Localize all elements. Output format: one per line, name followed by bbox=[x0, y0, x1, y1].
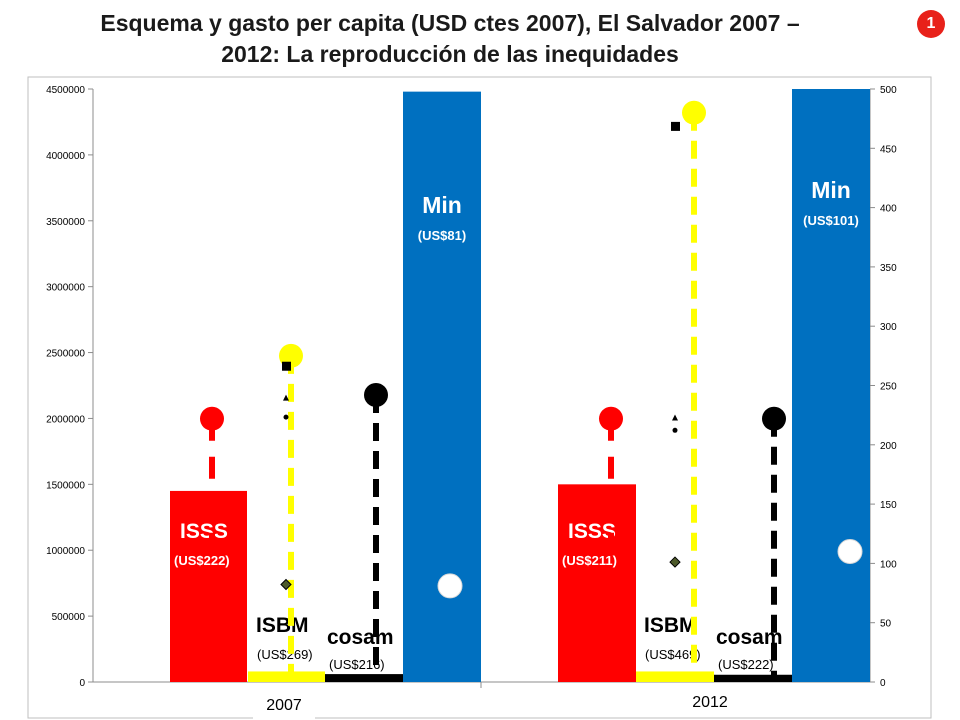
left-axis-tick-label: 2500000 bbox=[46, 349, 85, 360]
left-axis-tick-label: 4500000 bbox=[46, 85, 85, 96]
bar-sublabel-min: (US$101) bbox=[803, 213, 859, 228]
right-axis-tick-label: 150 bbox=[880, 500, 897, 511]
bar-label-isss: ISSS bbox=[568, 520, 616, 543]
marker-square bbox=[671, 121, 680, 131]
marker-dot bbox=[672, 427, 678, 433]
right-axis-tick-label: 50 bbox=[880, 619, 892, 630]
bar-label-min: Min bbox=[811, 177, 851, 203]
marker-dot bbox=[283, 414, 289, 420]
bar-label-cosam: cosam bbox=[716, 626, 783, 649]
pin-head-cosam-2012 bbox=[762, 406, 786, 431]
right-axis-tick-label: 400 bbox=[880, 204, 897, 215]
bar-min-2012 bbox=[792, 89, 870, 682]
right-axis-tick-label: 250 bbox=[880, 382, 897, 393]
year-label-box bbox=[253, 691, 315, 719]
bar-sublabel-isss: (US$211) bbox=[562, 553, 617, 568]
left-axis-tick-label: 1000000 bbox=[46, 546, 85, 557]
bar-sublabel-isbm: (US$469) bbox=[645, 647, 701, 662]
right-axis-tick-label: 300 bbox=[880, 322, 897, 333]
bar-label-min: Min bbox=[422, 192, 462, 218]
bar-sublabel-isbm: (US$269) bbox=[257, 647, 313, 662]
left-axis-tick-label: 2000000 bbox=[46, 414, 85, 425]
bar-isss-2007 bbox=[170, 490, 247, 682]
bar-sublabel-min: (US$81) bbox=[418, 228, 466, 243]
right-axis-tick-label: 500 bbox=[880, 85, 897, 96]
left-axis-tick-label: 3500000 bbox=[46, 217, 85, 228]
marker-diamond bbox=[669, 556, 681, 568]
plot-frame bbox=[27, 76, 932, 719]
marker-triangle bbox=[672, 414, 678, 421]
pin-head-min-2007 bbox=[437, 573, 463, 599]
pin-head-isss-2012 bbox=[599, 406, 623, 431]
chart-title: Esquema y gasto per capita (USD ctes 200… bbox=[0, 8, 900, 70]
pin-head-isbm-2012 bbox=[682, 100, 706, 125]
bar-sublabel-cosam: (US$222) bbox=[718, 657, 774, 672]
year-label-box bbox=[675, 688, 745, 716]
bar-cosam-2012 bbox=[714, 674, 792, 682]
bar-label-cosam: cosam bbox=[327, 626, 394, 649]
bar-cosam-2007 bbox=[325, 674, 403, 682]
left-axis-tick-label: 3000000 bbox=[46, 283, 85, 294]
bar-isbm-2007 bbox=[248, 671, 325, 682]
pin-head-min-2012 bbox=[837, 539, 863, 565]
bar-isss-2012 bbox=[558, 484, 636, 682]
right-axis-tick-label: 200 bbox=[880, 441, 897, 452]
marker-square bbox=[282, 361, 291, 371]
pin-head-cosam-2007 bbox=[364, 382, 388, 407]
left-axis-tick-label: 0 bbox=[79, 678, 85, 689]
left-axis-tick-label: 1500000 bbox=[46, 480, 85, 491]
right-axis-tick-label: 350 bbox=[880, 263, 897, 274]
bar-label-isbm: ISBM bbox=[644, 614, 697, 637]
chart-title-line-2: 2012: La reproducción de las inequidades bbox=[221, 41, 679, 67]
right-axis-tick-label: 100 bbox=[880, 559, 897, 570]
left-axis-tick-label: 4000000 bbox=[46, 151, 85, 162]
bar-label-isss: ISSS bbox=[180, 520, 228, 543]
left-axis-tick-label: 500000 bbox=[52, 612, 86, 623]
right-axis-tick-label: 450 bbox=[880, 144, 897, 155]
pin-head-isss-2007 bbox=[200, 406, 224, 431]
right-axis-tick-label: 0 bbox=[880, 678, 886, 689]
year-label: 2007 bbox=[266, 697, 302, 714]
year-label: 2012 bbox=[692, 694, 728, 711]
marker-diamond bbox=[280, 578, 292, 591]
bar-label-isbm: ISBM bbox=[256, 614, 309, 637]
bar-sublabel-isss: (US$222) bbox=[174, 553, 230, 568]
bar-isbm-2012 bbox=[636, 671, 714, 682]
chart-title-line-1: Esquema y gasto per capita (USD ctes 200… bbox=[100, 10, 800, 36]
bar-sublabel-cosam: (US$216) bbox=[329, 657, 385, 672]
marker-triangle bbox=[283, 394, 289, 401]
slide-number-badge: 1 bbox=[917, 10, 945, 38]
